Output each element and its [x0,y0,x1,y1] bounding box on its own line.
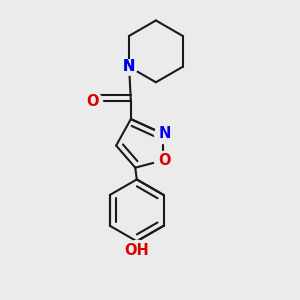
Text: N: N [123,59,135,74]
Text: O: O [86,94,99,109]
Text: N: N [123,59,135,74]
Text: OH: OH [124,243,149,258]
Text: O: O [158,153,171,168]
Text: N: N [158,126,171,141]
